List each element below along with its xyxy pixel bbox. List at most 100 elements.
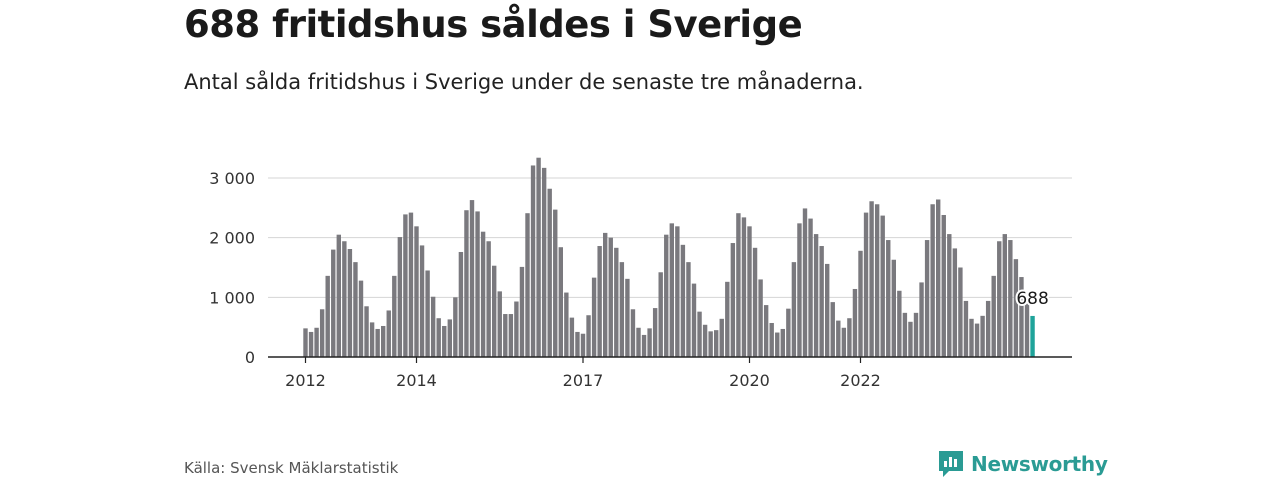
newsworthy-logo-icon [939, 451, 963, 477]
bar [492, 265, 497, 357]
bar [547, 188, 552, 357]
bar [1013, 259, 1019, 357]
bar [852, 288, 858, 357]
bar [874, 204, 880, 357]
y-tick-label: 1 000 [209, 288, 255, 307]
bar [541, 167, 547, 357]
bar [913, 312, 919, 357]
bar [902, 312, 908, 357]
bar [708, 331, 713, 357]
x-tick-label: 2020 [729, 371, 770, 390]
bar [358, 280, 364, 357]
bar [614, 247, 619, 357]
bar [897, 290, 902, 357]
bar [936, 199, 941, 357]
bar [553, 209, 558, 357]
bar [908, 321, 913, 357]
bar [641, 334, 647, 357]
bar [769, 322, 774, 357]
bar [408, 212, 414, 357]
bar [952, 248, 958, 357]
bar [414, 226, 419, 357]
bar [985, 300, 991, 357]
bar [847, 318, 852, 357]
bar [1008, 240, 1013, 357]
bar [730, 243, 736, 357]
bar [869, 201, 874, 357]
bar [369, 322, 375, 357]
bar [591, 277, 597, 357]
bar [969, 318, 974, 357]
bar [763, 305, 769, 357]
bar [480, 231, 486, 357]
bar [392, 275, 397, 357]
bar [636, 327, 641, 357]
y-tick-label: 2 000 [209, 229, 255, 248]
x-tick-label: 2012 [285, 371, 326, 390]
bar [347, 249, 353, 357]
bar [958, 267, 963, 357]
bar [880, 215, 885, 357]
y-tick-label: 0 [245, 348, 255, 367]
bar [558, 247, 563, 357]
bar [430, 296, 436, 357]
bar [381, 325, 386, 357]
bar [503, 314, 508, 357]
bar [664, 234, 669, 357]
chart-title: 688 fritidshus såldes i Sverige [184, 3, 803, 46]
bar [924, 240, 930, 357]
bar [802, 208, 808, 357]
bar [930, 204, 935, 357]
x-tick-label: 2022 [840, 371, 881, 390]
bar [453, 297, 458, 357]
bar-chart: 0 1 000 2 000 3 000 2012 2014 2017 2020 2022 688 [209, 157, 1072, 390]
bar [974, 323, 980, 357]
highlight-bar [1030, 315, 1035, 357]
bar [658, 272, 663, 357]
bar [425, 270, 430, 357]
bar [1019, 277, 1024, 357]
bar [497, 291, 502, 357]
bar [325, 275, 330, 357]
bar [597, 246, 602, 357]
bar [819, 246, 824, 357]
bar [403, 214, 408, 357]
bar [458, 251, 464, 357]
bar [419, 245, 425, 357]
chart-subtitle: Antal sålda fritidshus i Sverige under d… [184, 70, 864, 94]
bar [514, 301, 519, 357]
bar [364, 306, 369, 357]
bar [314, 327, 319, 357]
bar [342, 241, 347, 357]
bar [775, 332, 780, 357]
newsworthy-logo-text: Newsworthy [971, 452, 1108, 476]
bar [980, 315, 985, 357]
bar [519, 266, 525, 357]
bar [797, 223, 802, 357]
bar [725, 281, 730, 357]
bar [319, 309, 325, 357]
bar [619, 262, 625, 357]
bar [303, 328, 308, 357]
bar [652, 308, 658, 357]
bar [508, 314, 514, 357]
bar [947, 234, 952, 357]
bar [675, 226, 680, 357]
bar [442, 325, 447, 357]
newsworthy-logo[interactable]: Newsworthy [937, 449, 1108, 479]
bar [858, 250, 863, 357]
x-tick-label: 2017 [563, 371, 604, 390]
bar [886, 240, 891, 357]
bar [780, 328, 785, 357]
y-tick-label: 3 000 [209, 169, 255, 188]
bar [447, 319, 452, 357]
bar [575, 331, 580, 357]
bar [669, 223, 674, 357]
bar [397, 237, 403, 357]
bar [747, 226, 752, 357]
bar [464, 210, 469, 357]
bar [808, 218, 813, 357]
bar [741, 217, 747, 357]
bar [686, 262, 691, 357]
bar [714, 330, 719, 357]
